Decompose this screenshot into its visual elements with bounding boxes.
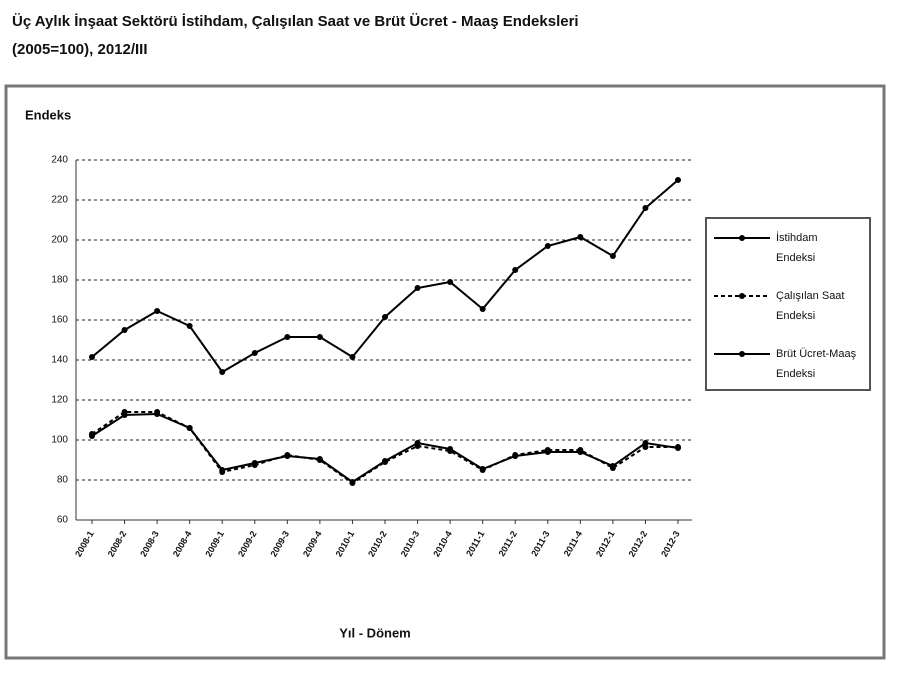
- legend-marker: [739, 293, 745, 299]
- point-marker: [316, 334, 323, 340]
- x-axis-label: Yıl - Dönem: [339, 625, 411, 640]
- y-axis-label: Endeks: [25, 107, 71, 122]
- point-marker: [121, 327, 128, 333]
- y-tick-label: 160: [51, 315, 68, 326]
- legend-label: Çalışılan Saat Endeksi: [776, 290, 844, 322]
- legend-box: [705, 217, 871, 391]
- point-marker: [121, 412, 128, 418]
- y-tick-label: 80: [57, 475, 69, 486]
- point-marker: [284, 453, 291, 459]
- point-marker: [512, 267, 519, 273]
- point-marker: [609, 253, 616, 259]
- point-marker: [479, 466, 486, 472]
- point-marker: [609, 463, 616, 469]
- point-marker: [89, 433, 95, 439]
- legend-marker: [739, 351, 745, 357]
- point-marker: [675, 445, 681, 451]
- point-marker: [447, 446, 454, 452]
- legend-marker: [739, 235, 745, 241]
- point-marker: [577, 234, 584, 240]
- point-marker: [219, 467, 226, 473]
- point-marker: [447, 279, 454, 285]
- legend-label: İstihdam Endeksi: [776, 231, 818, 264]
- point-marker: [544, 449, 551, 455]
- point-marker: [479, 306, 486, 312]
- y-tick-label: 120: [51, 395, 68, 406]
- point-marker: [186, 425, 193, 431]
- point-marker: [284, 334, 291, 340]
- point-marker: [642, 205, 649, 211]
- point-marker: [186, 323, 193, 329]
- point-marker: [349, 354, 356, 360]
- point-marker: [349, 479, 356, 485]
- legend-label: Brüt Ücret-Maaş Endeksi: [776, 348, 857, 380]
- point-marker: [382, 458, 388, 464]
- point-marker: [414, 285, 421, 291]
- point-marker: [675, 177, 681, 183]
- y-tick-label: 240: [51, 155, 68, 166]
- chart-title: Üç Aylık İnşaat Sektörü İstihdam, Çalışı…: [12, 13, 579, 30]
- chart-subtitle: (2005=100), 2012/III: [12, 41, 148, 58]
- point-marker: [414, 440, 421, 446]
- point-marker: [316, 456, 323, 462]
- point-marker: [642, 440, 649, 446]
- point-marker: [154, 308, 161, 314]
- point-marker: [219, 369, 226, 375]
- y-tick-label: 200: [51, 235, 68, 246]
- y-tick-label: 100: [51, 435, 68, 446]
- point-marker: [251, 460, 258, 466]
- point-marker: [577, 449, 584, 455]
- point-marker: [251, 350, 258, 356]
- point-marker: [89, 354, 95, 360]
- y-tick-label: 220: [51, 195, 68, 206]
- point-marker: [512, 453, 519, 459]
- y-tick-label: 60: [57, 515, 69, 526]
- point-marker: [544, 243, 551, 249]
- point-marker: [382, 314, 388, 320]
- y-tick-label: 140: [51, 355, 68, 366]
- point-marker: [154, 411, 161, 417]
- y-tick-label: 180: [51, 275, 68, 286]
